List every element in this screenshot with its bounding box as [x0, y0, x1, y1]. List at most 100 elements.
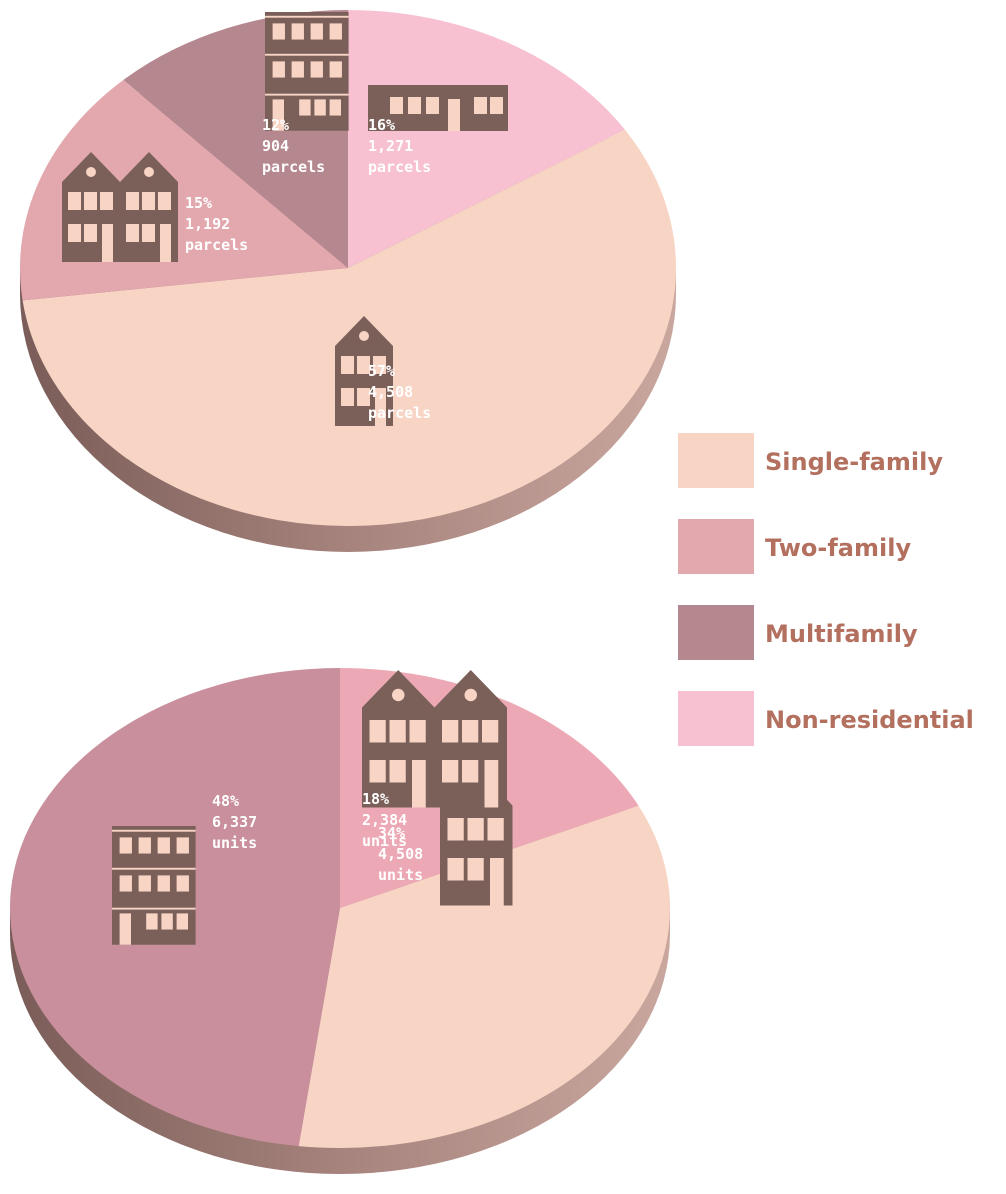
house-window	[369, 760, 386, 783]
house-window	[373, 356, 386, 374]
tower-icon	[265, 12, 349, 131]
slice-percent: 34%	[378, 824, 405, 842]
house-window	[482, 720, 499, 743]
slice-unit: parcels	[368, 158, 431, 176]
house-window	[447, 858, 464, 881]
house-icon	[362, 670, 435, 808]
house-window	[389, 720, 406, 743]
tower-window	[157, 875, 170, 892]
house-window	[392, 688, 405, 702]
house-window	[357, 388, 370, 406]
house-door	[412, 760, 426, 808]
slice-percent: 12%	[262, 116, 289, 134]
slice-count: 4,508	[368, 383, 413, 401]
building-window	[474, 97, 487, 114]
tower-door	[119, 913, 131, 945]
building-window	[390, 97, 403, 114]
house-window	[462, 760, 479, 783]
pie-slice	[298, 805, 670, 1148]
house-window	[359, 331, 369, 341]
slice-unit: parcels	[185, 236, 248, 254]
tower-floor-line	[265, 53, 349, 56]
tower-floor-line	[112, 829, 196, 832]
house-window	[68, 224, 81, 242]
slice-percent: 16%	[368, 116, 395, 134]
tower-window	[329, 99, 341, 116]
house-window	[341, 356, 354, 374]
house-window	[158, 192, 171, 210]
house-window	[462, 720, 479, 743]
slice-percent: 15%	[185, 194, 212, 212]
house-icon	[335, 316, 393, 426]
legend-swatch	[678, 691, 754, 746]
legend-label: Two-family	[765, 534, 911, 562]
tower-window	[119, 837, 132, 854]
legend-swatch	[678, 433, 754, 488]
house-window	[409, 720, 426, 743]
tower-window	[119, 875, 132, 892]
house-door	[160, 224, 171, 262]
slice-count: 1,192	[185, 215, 230, 233]
tower-floor-line	[265, 93, 349, 96]
tower-window	[138, 875, 151, 892]
building-window	[426, 97, 439, 114]
slice-percent: 18%	[362, 790, 389, 808]
tower-window	[272, 61, 285, 78]
slice-unit: units	[362, 832, 407, 850]
legend-label: Single-family	[765, 448, 943, 476]
tower-floor-line	[265, 15, 349, 18]
tower-icon	[112, 826, 196, 945]
house-door	[484, 760, 499, 808]
slice-count: 6,337	[212, 813, 257, 831]
tower-window	[157, 837, 170, 854]
house-window	[84, 224, 97, 242]
house-window	[467, 818, 484, 841]
house-icon	[120, 152, 178, 262]
tower-window	[329, 61, 342, 78]
building-door	[448, 99, 460, 131]
house-window	[369, 720, 386, 743]
tower-window	[176, 875, 189, 892]
pie-slice	[348, 10, 625, 268]
house-window	[84, 192, 97, 210]
slice-percent: 57%	[368, 362, 395, 380]
tower-window	[329, 23, 342, 40]
house-window	[86, 167, 96, 177]
tower-window	[272, 23, 285, 40]
tower-window	[310, 23, 323, 40]
house-door	[102, 224, 113, 262]
slice-unit: units	[378, 866, 423, 884]
house-window	[144, 167, 154, 177]
legend-label: Non-residential	[765, 706, 974, 734]
tower-window	[138, 837, 151, 854]
tower-floor-line	[112, 867, 196, 870]
house-window	[389, 760, 406, 783]
slice-count: 2,384	[362, 811, 407, 829]
house-icon	[434, 670, 507, 808]
tower-floor-line	[112, 907, 196, 910]
house-window	[442, 720, 459, 743]
tower-window	[161, 913, 173, 930]
tower-window	[146, 913, 158, 930]
house-window	[341, 388, 354, 406]
house-door	[490, 858, 504, 906]
legend-label: Multifamily	[765, 620, 918, 648]
slice-percent: 48%	[212, 792, 239, 810]
slice-unit: parcels	[368, 404, 431, 422]
tower-window	[176, 913, 188, 930]
house-icon	[62, 152, 120, 262]
slice-unit: parcels	[262, 158, 325, 176]
building-window	[490, 97, 503, 114]
house-window	[142, 192, 155, 210]
slice-count: 904	[262, 137, 289, 155]
slice-unit: units	[212, 834, 257, 852]
tower-window	[299, 99, 311, 116]
tower-window	[176, 837, 189, 854]
building-icon	[368, 85, 508, 131]
house-window	[126, 224, 139, 242]
legend-swatch	[678, 519, 754, 574]
tower-window	[291, 61, 304, 78]
house-window	[447, 818, 464, 841]
building-window	[408, 97, 421, 114]
